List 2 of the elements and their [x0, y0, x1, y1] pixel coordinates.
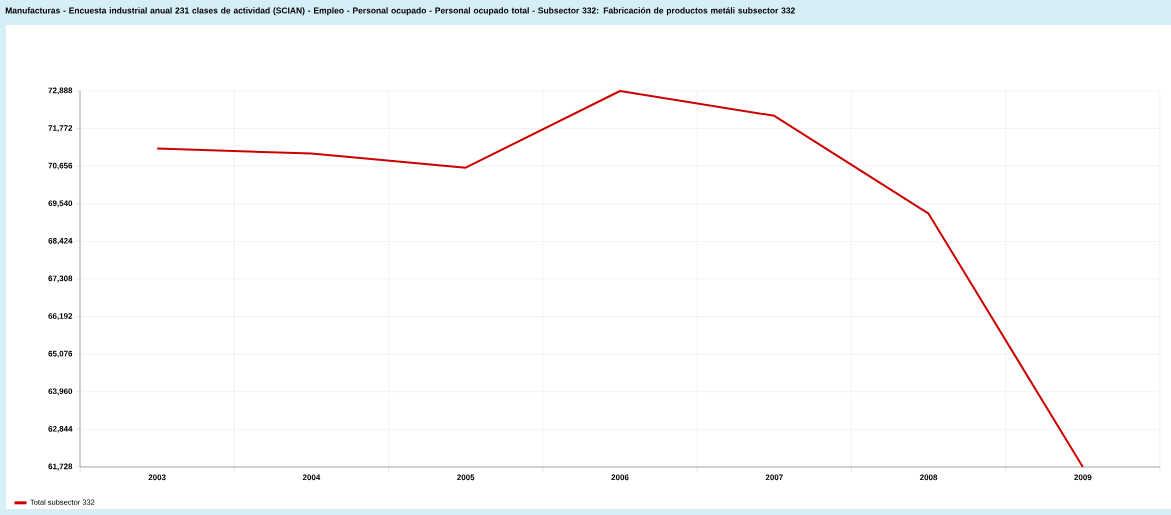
line-series [156, 89, 1084, 468]
chart-title: Manufacturas - Encuesta industrial anual 231 clases de actividad (SCIAN) - Empleo - Personal ocupado - Personal ocupado total - Subsector 332: Fabricación de productos metáli subsector 332 [5, 7, 795, 16]
